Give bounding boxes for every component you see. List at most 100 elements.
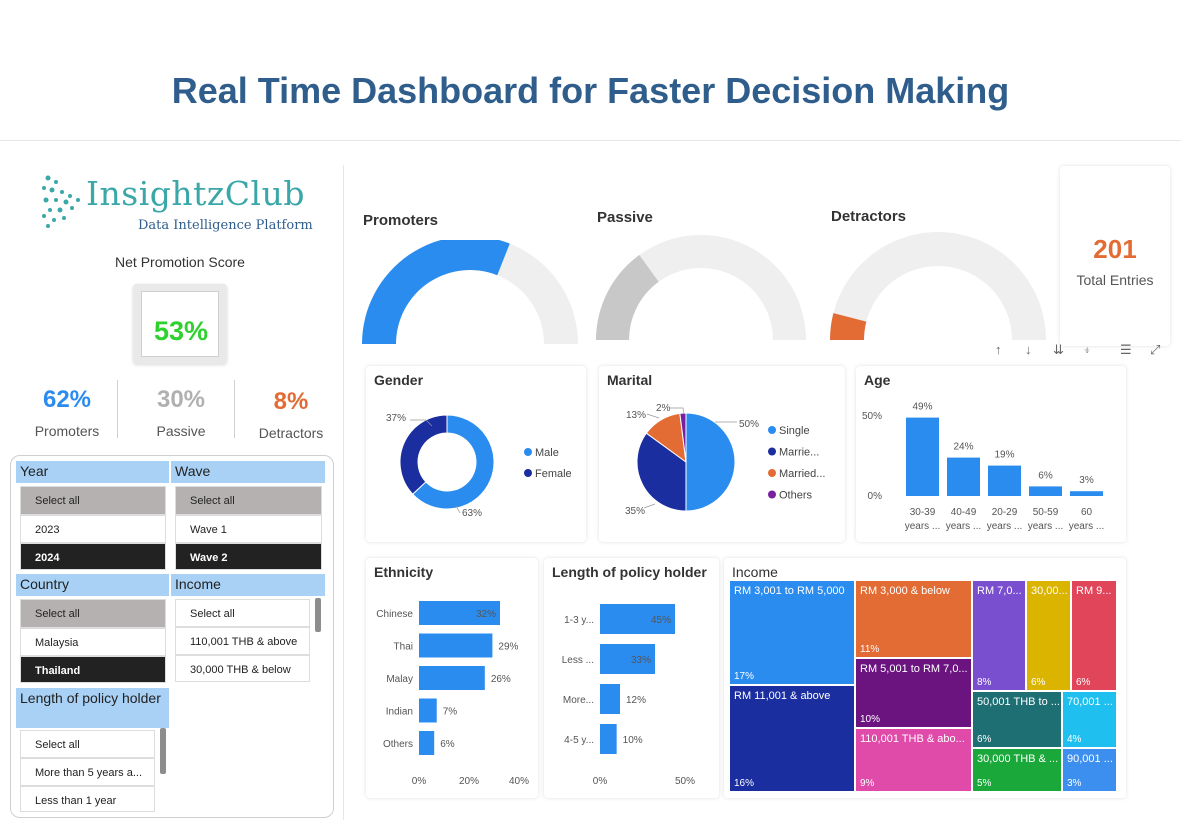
treemap-cell[interactable]: 110,001 THB & abo... 9% [855, 728, 972, 792]
year-option-2023[interactable]: 2023 [20, 515, 166, 543]
bar [947, 457, 980, 496]
country-option-select-all[interactable]: Select all [20, 599, 166, 628]
drill-down-icon[interactable]: ↓ [1025, 342, 1032, 357]
x-tick-label: 0% [412, 776, 427, 787]
x-tick-label: years ... [987, 521, 1023, 532]
gauge-fill [830, 313, 867, 340]
wave-option-select-all[interactable]: Select all [175, 486, 322, 515]
year-option-2024[interactable]: 2024 [20, 543, 166, 570]
bar [419, 666, 485, 690]
treemap-cell[interactable]: 50,001 THB to ... 6% [972, 691, 1062, 748]
pie-data-label: 63% [462, 508, 482, 519]
treemap-cell[interactable]: RM 5,001 to RM 7,0... 10% [855, 658, 972, 728]
x-tick-label: 0% [593, 776, 608, 787]
ethnicity-title: Ethnicity [374, 564, 434, 580]
pie-slice [679, 412, 687, 463]
nps-value: 53% [153, 316, 209, 346]
income-scrollbar[interactable] [315, 598, 321, 632]
drill-mode-icon[interactable]: ⍖ [1083, 342, 1091, 357]
treemap-cell[interactable]: RM 7,0... 8% [972, 580, 1026, 691]
gauge-fill [596, 255, 659, 340]
country-slicer-title: Country [16, 574, 169, 596]
bar-data-label: 7% [443, 707, 458, 718]
bar-data-label: 24% [953, 442, 973, 453]
x-tick-label: 30-39 [910, 507, 936, 518]
promoters-gauge-title: Promoters [363, 212, 439, 229]
bar [419, 601, 500, 625]
treemap-cell-value: 16% [734, 778, 755, 789]
legend-marker [768, 469, 776, 477]
bar [419, 633, 493, 658]
x-tick-label: 40% [509, 776, 529, 787]
kpi-divider [117, 380, 118, 438]
treemap-cell-value: 4% [1067, 734, 1082, 745]
length-option-less-than-1[interactable]: Less than 1 year [20, 786, 155, 812]
treemap-cell-label: 30,000 THB & ... [977, 753, 1059, 765]
length-scrollbar[interactable] [160, 728, 166, 774]
income-option-30000-thb[interactable]: 30,000 THB & below [175, 655, 310, 682]
length-option-select-all[interactable]: Select all [20, 730, 155, 758]
bar [600, 604, 675, 634]
year-option-select-all[interactable]: Select all [20, 486, 166, 515]
marital-pie-chart: 50% 35% 13% 2% Single Marrie... Married... Othe… [625, 403, 825, 517]
detractors-gauge [830, 232, 1046, 340]
bar-data-label: 6% [1038, 470, 1053, 481]
promoters-kpi-value: 62% [42, 386, 92, 413]
x-tick-label: years ... [946, 521, 982, 532]
country-option-malaysia[interactable]: Malaysia [20, 628, 166, 656]
passive-kpi-value: 30% [156, 386, 206, 413]
drill-up-icon[interactable]: ↑ [995, 342, 1002, 357]
year-slicer-title: Year [16, 461, 169, 483]
y-tick-label: Malay [386, 674, 413, 685]
treemap-cell[interactable]: RM 9... 6% [1071, 580, 1117, 691]
country-option-thailand[interactable]: Thailand [20, 656, 166, 683]
bar [988, 465, 1021, 496]
focus-mode-icon[interactable]: ⤢ [1150, 342, 1161, 357]
treemap-cell-value: 6% [977, 734, 992, 745]
treemap-cell-label: RM 3,001 to RM 5,000 [734, 585, 845, 597]
y-tick-label: More... [563, 695, 594, 706]
x-tick-label: years ... [1069, 521, 1105, 532]
treemap-cell[interactable]: RM 11,001 & above 16% [729, 685, 855, 792]
bar-data-label: 45% [651, 615, 671, 626]
treemap-cell-label: RM 7,0... [977, 585, 1022, 597]
treemap-cell-value: 8% [977, 677, 992, 688]
income-chart-title: Income [732, 564, 778, 580]
treemap-cell[interactable]: 30,000 THB & ... 5% [972, 748, 1062, 792]
legend-marker [768, 426, 776, 434]
pie-data-label: 2% [656, 403, 671, 414]
income-option-select-all[interactable]: Select all [175, 599, 310, 627]
treemap-cell-label: RM 11,001 & above [734, 690, 831, 702]
treemap-cell[interactable]: 30,00... 6% [1026, 580, 1071, 691]
y-tick-label: 0% [868, 491, 883, 502]
bar-data-label: 12% [626, 695, 646, 706]
bar [419, 698, 437, 723]
treemap-cell-value: 5% [977, 778, 992, 789]
wave-option-wave-2[interactable]: Wave 2 [175, 543, 322, 570]
wave-option-wave-1[interactable]: Wave 1 [175, 515, 322, 543]
length-option-more-than-5[interactable]: More than 5 years a... [20, 758, 155, 786]
filter-icon[interactable]: ☰ [1120, 342, 1132, 357]
treemap-cell[interactable]: RM 3,000 & below 11% [855, 580, 972, 658]
detractors-kpi-value: 8% [273, 388, 309, 415]
expand-all-icon[interactable]: ⇊ [1053, 342, 1064, 357]
x-tick-label: 50-59 [1033, 507, 1059, 518]
pie-data-label: 37% [386, 413, 406, 424]
x-tick-label: 60 [1081, 507, 1093, 518]
x-tick-label: years ... [1028, 521, 1064, 532]
treemap-cell-label: RM 3,000 & below [860, 585, 950, 597]
legend-label: Marrie... [779, 447, 819, 459]
treemap-cell[interactable]: 90,001 ... 3% [1062, 748, 1117, 792]
bar-data-label: 10% [623, 735, 643, 746]
treemap-cell[interactable]: 70,001 ... 4% [1062, 691, 1117, 748]
treemap-cell-label: 70,001 ... [1067, 696, 1113, 708]
nps-label: Net Promotion Score [115, 254, 245, 270]
treemap-cell-value: 11% [860, 644, 880, 655]
bar [1029, 486, 1062, 496]
total-entries-card: 201 Total Entries [1060, 166, 1170, 346]
income-option-110001-thb[interactable]: 110,001 THB & above [175, 627, 310, 655]
bar-data-label: 33% [631, 655, 651, 666]
gender-title: Gender [374, 372, 424, 388]
treemap-cell[interactable]: RM 3,001 to RM 5,000 17% [729, 580, 855, 685]
treemap-cell-label: 30,00... [1031, 585, 1068, 597]
